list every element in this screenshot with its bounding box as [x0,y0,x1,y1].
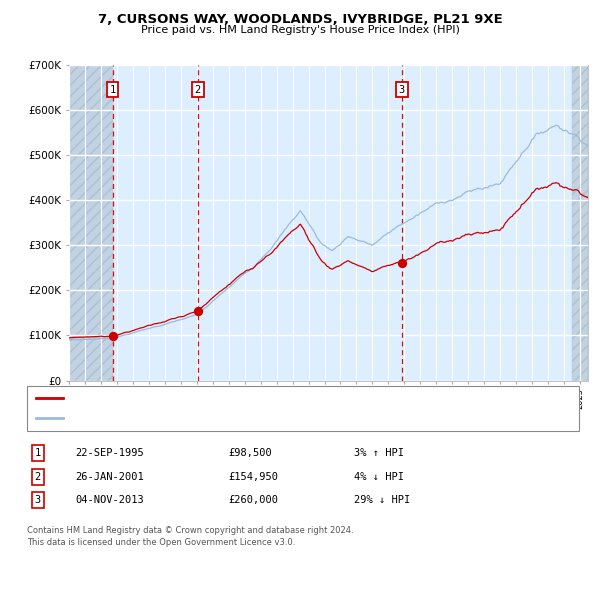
Point [193,306,203,316]
Text: £154,950: £154,950 [228,472,278,481]
Text: £98,500: £98,500 [228,448,272,458]
Point [397,258,407,268]
Bar [572,65,588,381]
Text: 2: 2 [35,472,41,481]
Point [108,332,118,341]
Text: 7, CURSONS WAY, WOODLANDS, IVYBRIDGE, PL21 9XE (detached house): 7, CURSONS WAY, WOODLANDS, IVYBRIDGE, PL… [69,394,431,403]
Text: 26-JAN-2001: 26-JAN-2001 [75,472,144,481]
Text: HPI: Average price, detached house, South Hams: HPI: Average price, detached house, Sout… [69,413,334,422]
Bar [69,65,113,381]
Text: £260,000: £260,000 [228,496,278,505]
Text: 1: 1 [109,85,116,95]
Text: 22-SEP-1995: 22-SEP-1995 [75,448,144,458]
Text: 1: 1 [35,448,41,458]
Text: Price paid vs. HM Land Registry's House Price Index (HPI): Price paid vs. HM Land Registry's House … [140,25,460,35]
Text: 3: 3 [398,85,405,95]
Text: 2: 2 [195,85,201,95]
Text: 7, CURSONS WAY, WOODLANDS, IVYBRIDGE, PL21 9XE: 7, CURSONS WAY, WOODLANDS, IVYBRIDGE, PL… [98,13,502,26]
Text: Contains HM Land Registry data © Crown copyright and database right 2024.: Contains HM Land Registry data © Crown c… [27,526,353,535]
Text: This data is licensed under the Open Government Licence v3.0.: This data is licensed under the Open Gov… [27,538,295,547]
Text: 4% ↓ HPI: 4% ↓ HPI [354,472,404,481]
Text: 3% ↑ HPI: 3% ↑ HPI [354,448,404,458]
Text: 3: 3 [35,496,41,505]
Text: 29% ↓ HPI: 29% ↓ HPI [354,496,410,505]
Text: 04-NOV-2013: 04-NOV-2013 [75,496,144,505]
